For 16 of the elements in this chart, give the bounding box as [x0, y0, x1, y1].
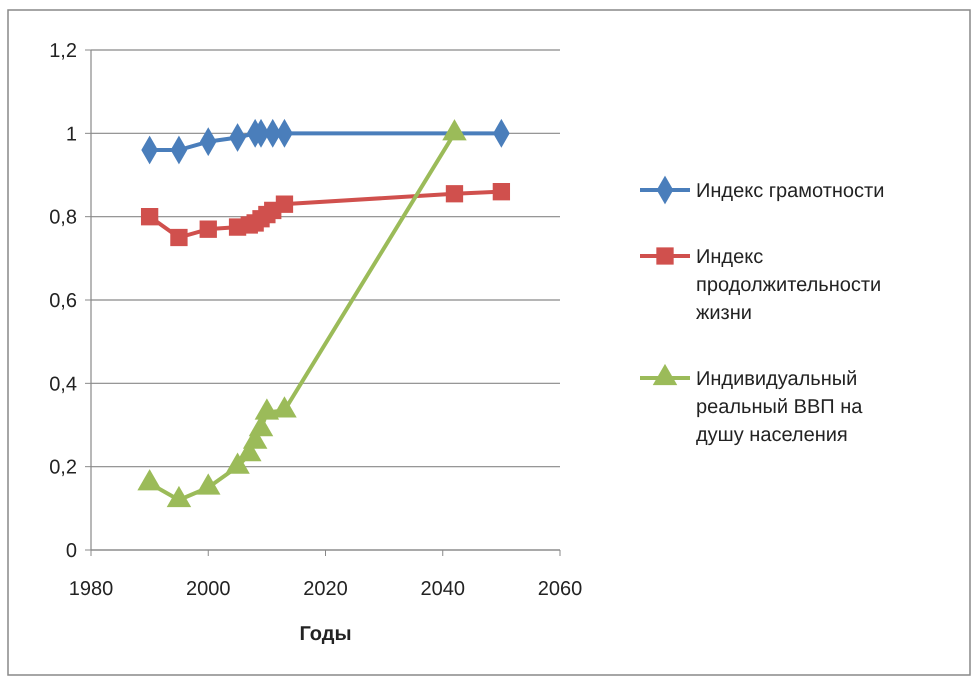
legend-label: Индекс грамотности: [696, 180, 884, 202]
y-tick-label: 1,2: [49, 40, 77, 62]
x-axis-title: Годы: [299, 623, 352, 645]
x-tick-label: 2020: [303, 578, 348, 600]
y-tick-label: 0: [66, 540, 77, 562]
x-tick-label: 1980: [68, 578, 114, 600]
x-tick-label: 2060: [538, 578, 582, 600]
y-tick-label: 0,8: [49, 206, 77, 229]
y-tick-label: 0,6: [49, 290, 77, 312]
x-tick-label: 2000: [186, 578, 230, 600]
y-tick-label: 1: [66, 123, 77, 146]
y-tick-label: 0,4: [49, 373, 77, 396]
legend-label: Индивидуальный реальный ВВП на душу населения: [696, 368, 864, 446]
legend-label: Индекс продолжительности жизни: [696, 246, 882, 324]
y-tick-label: 0,2: [49, 456, 77, 479]
x-tick-label: 2040: [420, 578, 465, 600]
